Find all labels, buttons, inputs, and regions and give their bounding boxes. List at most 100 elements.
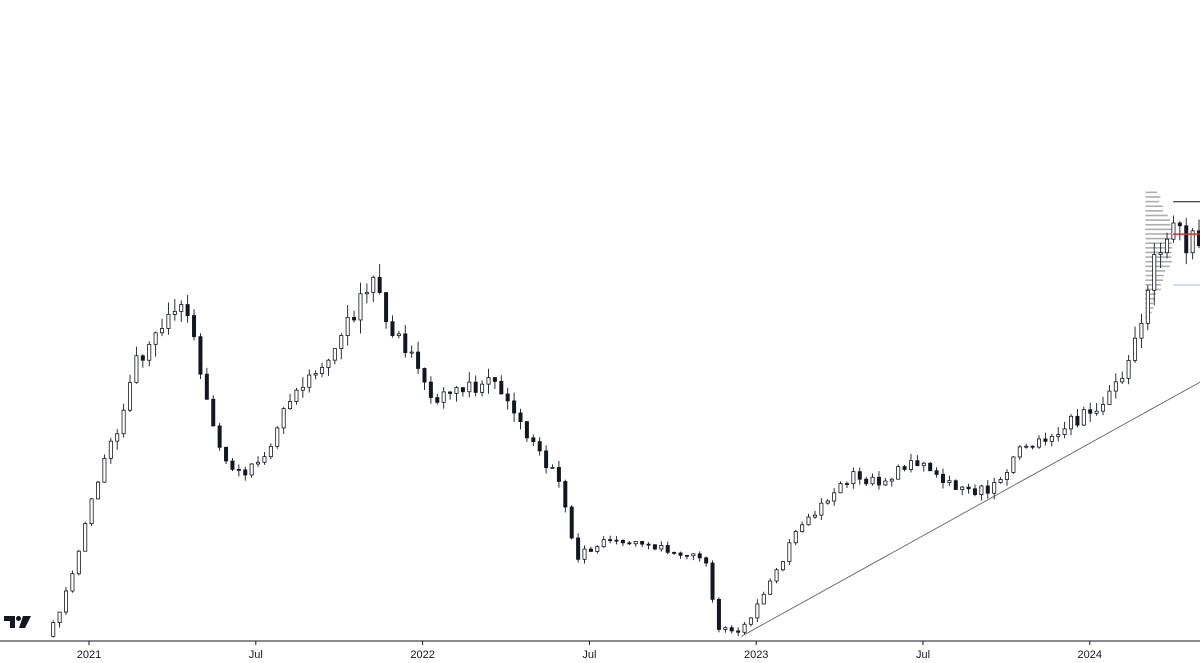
candle-up <box>96 481 101 500</box>
candle-up <box>1005 471 1010 480</box>
candle-up <box>921 462 926 467</box>
candle-up <box>57 611 62 623</box>
candle-down <box>678 552 683 556</box>
candle-up <box>851 471 856 484</box>
candle-up <box>76 550 81 575</box>
candle-up <box>1024 445 1029 448</box>
x-tick-label: Jul <box>249 649 263 661</box>
candle-up <box>633 541 638 545</box>
candle-up <box>364 291 369 295</box>
candle-up <box>275 427 280 447</box>
candle-up <box>550 466 555 469</box>
candle-up <box>441 391 446 403</box>
candle-up <box>1056 434 1061 437</box>
volume-profile-bar <box>1145 256 1172 258</box>
candle-down <box>198 336 203 375</box>
x-tick-label: 2024 <box>1078 649 1102 661</box>
candle-up <box>723 627 728 630</box>
candle-down <box>710 562 715 600</box>
candle-up <box>1017 446 1022 458</box>
volume-profile-bar <box>1145 200 1160 203</box>
volume-profile-bar <box>1145 265 1170 268</box>
candle-up <box>806 516 811 526</box>
candle-down <box>934 470 939 475</box>
candle-up <box>1133 337 1138 361</box>
candle-down <box>1197 230 1200 247</box>
candle-down <box>902 466 907 470</box>
candle-up <box>1152 254 1157 291</box>
candle-down <box>384 292 389 323</box>
candle-down <box>403 333 408 354</box>
candle-up <box>1171 222 1176 240</box>
candle-down <box>505 393 510 402</box>
candle-up <box>249 463 254 476</box>
candle-down <box>448 391 453 394</box>
candle-down <box>428 381 433 398</box>
candle-up <box>800 524 805 532</box>
candle-down <box>729 627 734 632</box>
candle-up <box>108 440 113 459</box>
volume-profile-bar <box>1145 223 1171 226</box>
candle-down <box>352 316 357 321</box>
candle-down <box>230 460 235 470</box>
candle-down <box>646 543 651 546</box>
candle-up <box>825 500 830 504</box>
candle-down <box>704 557 709 564</box>
candle-up <box>70 573 75 592</box>
candle-up <box>1107 390 1112 405</box>
candle-up <box>768 580 773 595</box>
lines-layer <box>741 201 1200 637</box>
candle-up <box>409 351 414 354</box>
candle-down <box>377 276 382 293</box>
candle-up <box>326 359 331 368</box>
candle-down <box>416 351 421 369</box>
candle-up <box>121 409 126 435</box>
candle-up <box>102 457 107 483</box>
candle-up <box>307 374 312 388</box>
candle-down <box>224 446 229 462</box>
volume-profile-bar <box>1145 251 1172 254</box>
candle-up <box>838 483 843 494</box>
candle-up <box>755 603 760 619</box>
candle-up <box>595 546 600 552</box>
candle-up <box>300 386 305 391</box>
candle-up <box>467 381 472 393</box>
candle-up <box>89 498 94 524</box>
candle-up <box>115 433 120 442</box>
candle-up <box>454 387 459 394</box>
candle-up <box>486 377 491 385</box>
candle-down <box>422 368 427 383</box>
volume-profile-bar <box>1145 233 1171 235</box>
candle-up <box>774 569 779 582</box>
candle-down <box>435 397 440 403</box>
candle-down <box>953 480 958 490</box>
candle-up <box>883 480 888 486</box>
candle-up <box>256 461 261 465</box>
candle-down <box>972 488 977 495</box>
candle-down <box>857 471 862 480</box>
tradingview-logo <box>4 616 31 628</box>
candle-down <box>185 304 190 316</box>
candle-down <box>864 478 869 485</box>
candle-down <box>1088 409 1093 414</box>
candle-up <box>998 479 1003 483</box>
candle-up <box>1190 230 1195 254</box>
candle-down <box>544 450 549 469</box>
candle-down <box>217 425 222 448</box>
candle-up <box>1049 435 1054 442</box>
x-tick-label: 2022 <box>410 649 434 661</box>
candle-up <box>1011 456 1016 473</box>
candle-up <box>268 445 273 458</box>
candle-up <box>320 367 325 374</box>
candle-up <box>742 623 747 633</box>
candle-up <box>1081 409 1086 426</box>
candle-up <box>128 382 133 411</box>
candle-down <box>556 466 561 482</box>
candle-up <box>294 389 299 402</box>
volume-profile-bar <box>1145 219 1170 221</box>
candle-down <box>512 400 517 414</box>
candle-up <box>1094 410 1099 414</box>
candle-up <box>358 293 363 321</box>
candle-down <box>697 553 702 559</box>
candle-down <box>928 462 933 472</box>
